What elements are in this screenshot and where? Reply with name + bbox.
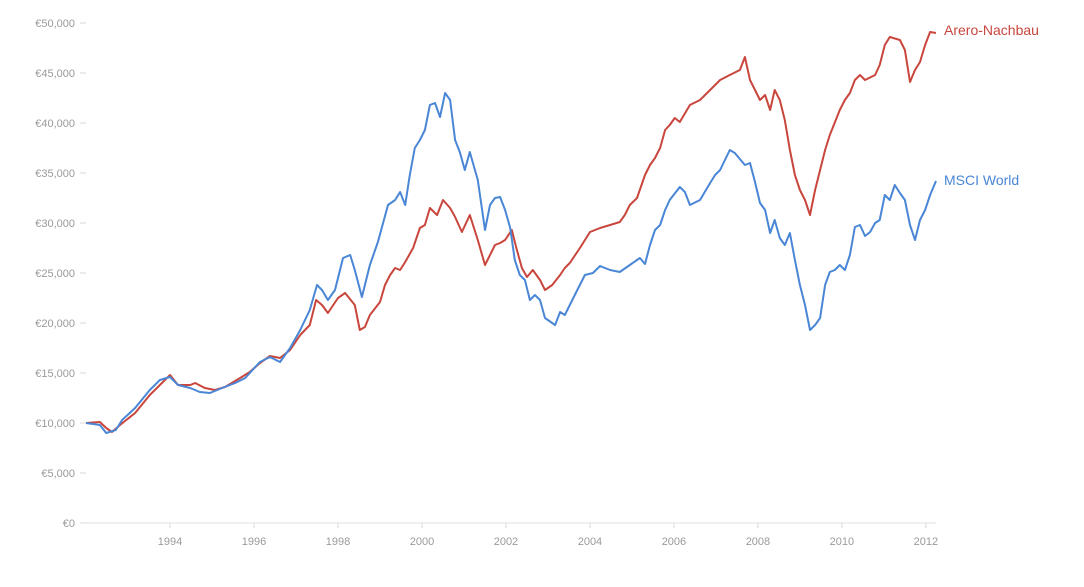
x-tick-label: 2010 <box>830 536 854 548</box>
x-tick-label: 1998 <box>326 536 350 548</box>
x-tick-label: 2004 <box>578 536 602 548</box>
x-axis: 1994 1996 1998 2000 2002 2004 2006 2008 2010 2012 <box>158 523 938 548</box>
y-tick-label: €40,000 <box>35 118 75 130</box>
y-tick-label: €0 <box>63 518 75 530</box>
series-label-arero: Arero-Nachbau <box>944 22 1039 38</box>
y-tick-label: €25,000 <box>35 268 75 280</box>
y-tick-label: €45,000 <box>35 68 75 80</box>
y-axis: €0 €5,000 €10,000 €15,000 €20,000 €25,000 €30,… <box>35 18 86 530</box>
y-tick-label: €30,000 <box>35 218 75 230</box>
y-tick-label: €20,000 <box>35 318 75 330</box>
x-tick-label: 2000 <box>410 536 434 548</box>
series-line-msci-world <box>85 92 937 434</box>
x-tick-label: 2006 <box>662 536 686 548</box>
x-tick-label: 2012 <box>914 536 938 548</box>
series-line-arero-nachbau <box>85 31 937 433</box>
y-tick-label: €10,000 <box>35 418 75 430</box>
y-tick-label: €50,000 <box>35 18 75 30</box>
y-tick-label: €15,000 <box>35 368 75 380</box>
y-tick-label: €35,000 <box>35 168 75 180</box>
y-tick-label: €5,000 <box>41 468 75 480</box>
x-tick-label: 1996 <box>242 536 266 548</box>
series-lines <box>85 31 937 434</box>
x-tick-label: 2002 <box>494 536 518 548</box>
x-tick-label: 1994 <box>158 536 182 548</box>
series-label-msci: MSCI World <box>944 172 1019 188</box>
x-tick-label: 2008 <box>746 536 770 548</box>
